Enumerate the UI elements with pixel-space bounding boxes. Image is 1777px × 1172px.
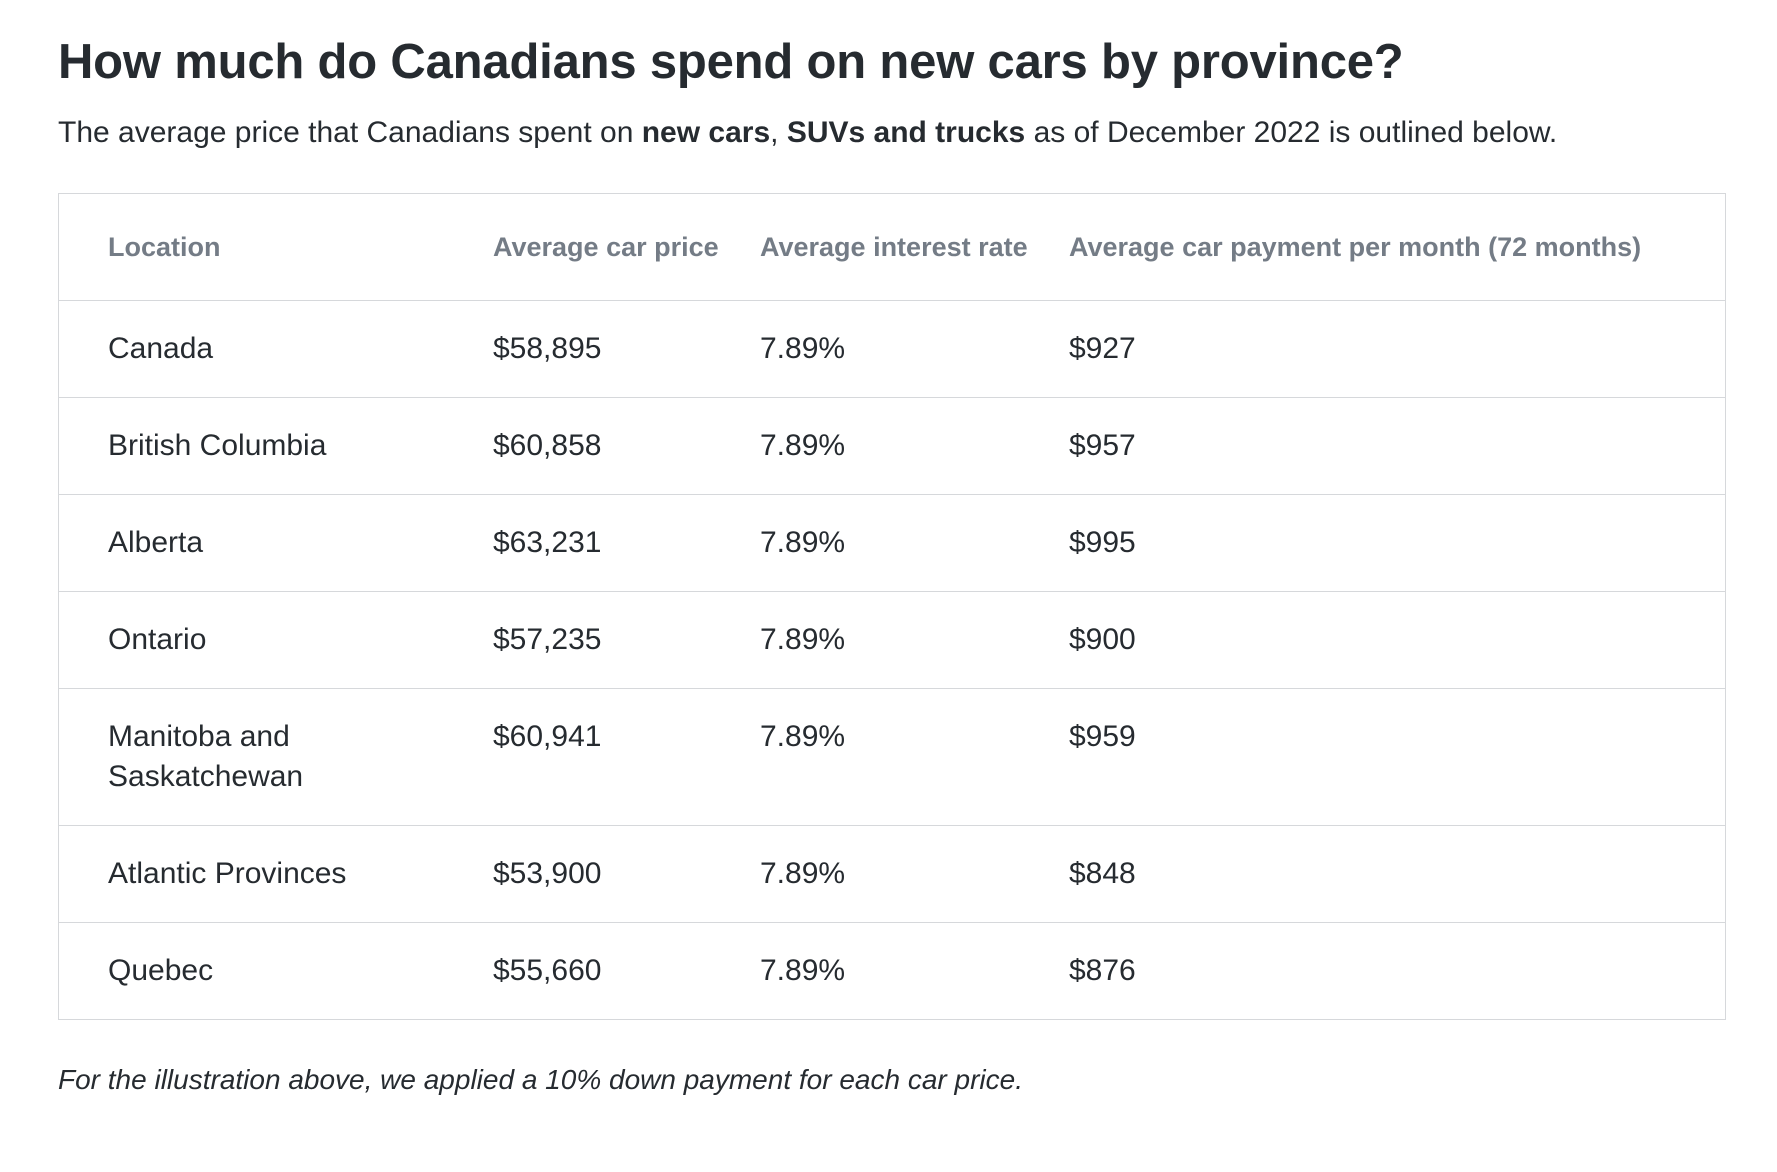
cell-location: Alberta (59, 494, 493, 592)
intro-paragraph: The average price that Canadians spent o… (58, 113, 1728, 153)
intro-text-2: , (770, 116, 787, 149)
table-row: Manitoba and Saskatchewan $60,941 7.89% … (59, 688, 1725, 826)
table-row: Ontario $57,235 7.89% $900 (59, 591, 1725, 689)
intro-text-1: The average price that Canadians spent o… (58, 116, 642, 149)
cell-monthly-payment: $959 (1069, 688, 1725, 826)
cell-interest-rate: 7.89% (760, 825, 1069, 923)
table-row: Alberta $63,231 7.89% $995 (59, 494, 1725, 592)
cell-car-price: $57,235 (493, 591, 760, 689)
table-row: Canada $58,895 7.89% $927 (59, 300, 1725, 398)
page-title: How much do Canadians spend on new cars … (58, 35, 1404, 89)
cell-location: Atlantic Provinces (59, 825, 493, 923)
cell-interest-rate: 7.89% (760, 494, 1069, 592)
intro-bold-suvs-trucks: SUVs and trucks (786, 116, 1026, 149)
price-table-container: Location Average car price Average inter… (58, 193, 1726, 1020)
header-average-monthly-payment: Average car payment per month (72 months… (1069, 232, 1642, 262)
cell-monthly-payment: $876 (1069, 922, 1725, 1019)
cell-monthly-payment: $995 (1069, 494, 1725, 592)
cell-location: Quebec (59, 922, 493, 1019)
table-row: Atlantic Provinces $53,900 7.89% $848 (59, 825, 1725, 923)
cell-monthly-payment: $927 (1069, 300, 1725, 398)
footnote: For the illustration above, we applied a… (58, 1064, 1023, 1095)
article-section: How much do Canadians spend on new cars … (58, 0, 1728, 1100)
cell-location: British Columbia (59, 397, 493, 495)
cell-interest-rate: 7.89% (760, 922, 1069, 1019)
cell-monthly-payment: $848 (1069, 825, 1725, 923)
intro-bold-new-cars: new cars (641, 116, 771, 149)
cell-monthly-payment: $900 (1069, 591, 1725, 689)
header-average-interest-rate: Average interest rate (760, 232, 1028, 262)
cell-car-price: $58,895 (493, 300, 760, 398)
cell-monthly-payment: $957 (1069, 397, 1725, 495)
cell-interest-rate: 7.89% (760, 591, 1069, 689)
table-row: British Columbia $60,858 7.89% $957 (59, 397, 1725, 495)
cell-interest-rate: 7.89% (760, 397, 1069, 495)
cell-car-price: $60,858 (493, 397, 760, 495)
cell-location: Canada (59, 300, 493, 398)
price-table: Location Average car price Average inter… (59, 194, 1725, 1019)
header-average-car-price: Average car price (493, 232, 719, 262)
cell-car-price: $63,231 (493, 494, 760, 592)
table-header-row: Location Average car price Average inter… (59, 194, 1725, 301)
intro-text-3: as of December 2022 is outlined below. (1025, 116, 1558, 149)
cell-location: Ontario (59, 591, 493, 689)
table-row: Quebec $55,660 7.89% $876 (59, 922, 1725, 1019)
cell-car-price: $55,660 (493, 922, 760, 1019)
cell-interest-rate: 7.89% (760, 688, 1069, 826)
cell-location: Manitoba and Saskatchewan (59, 688, 493, 826)
header-location: Location (108, 232, 221, 262)
cell-car-price: $60,941 (493, 688, 760, 826)
cell-car-price: $53,900 (493, 825, 760, 923)
cell-interest-rate: 7.89% (760, 300, 1069, 398)
